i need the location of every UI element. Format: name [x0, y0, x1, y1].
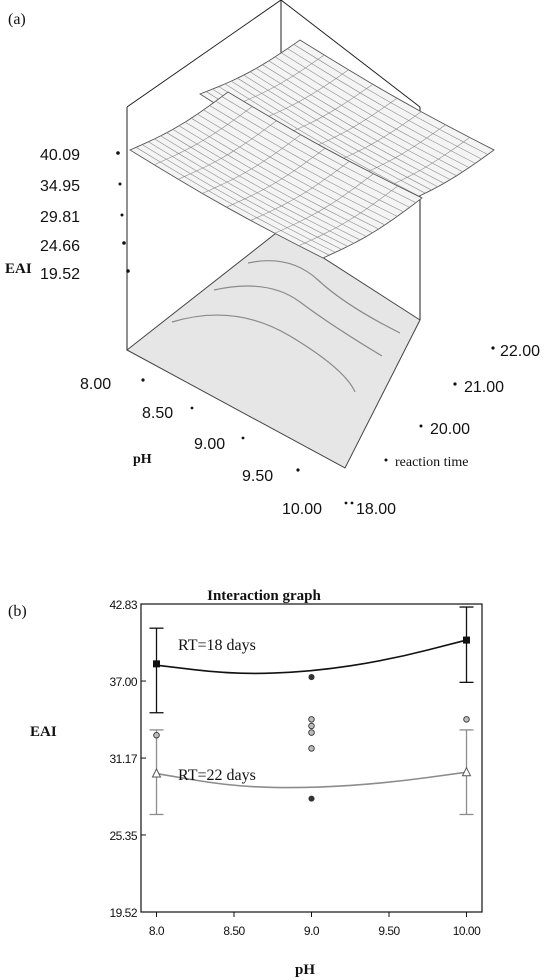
- lower-surface-gridline-v: [274, 173, 374, 234]
- x-tick-1: [190, 406, 194, 410]
- y-axis-reaction-time: 18.00 reaction time 20.00 21.00 22.00: [350, 343, 540, 518]
- y-tick-0: [350, 501, 354, 505]
- panel-b-label: (b): [8, 603, 27, 620]
- y-axis-title: EAI: [30, 724, 57, 740]
- y-tick-4: [491, 346, 495, 350]
- contour-line-1: [171, 314, 356, 393]
- marker-triangle-1-1: [461, 766, 472, 777]
- x-tick-label-3: 9.50: [242, 468, 273, 485]
- z-tick-label-2: 29.81: [40, 209, 80, 226]
- contour-floor: [126, 229, 421, 469]
- z-tick-1: [118, 182, 122, 186]
- x-axis-title: pH: [295, 962, 315, 978]
- design-point-2: [308, 716, 315, 723]
- contour-line-2: [213, 285, 383, 357]
- box-top-back-edges: [126, 0, 421, 108]
- y-tick-label-3: 22.00: [500, 343, 540, 360]
- x-tick-label-4: 10.00: [453, 924, 481, 938]
- design-point-5: [308, 745, 315, 752]
- y-tick-3: [453, 382, 457, 386]
- z-axis-title: EAI: [5, 261, 32, 277]
- y-tick-2: [419, 424, 423, 428]
- y-tick-label-0: 18.00: [356, 501, 396, 518]
- y-axis-title: reaction time: [395, 455, 468, 470]
- contour-line-3: [247, 260, 401, 334]
- lower-surface-gridline-v: [154, 106, 253, 165]
- design-points-layer: [153, 674, 470, 802]
- x-tick-label-2: 9.00: [194, 436, 225, 453]
- y-tick-label-1: 20.00: [430, 421, 470, 438]
- x-tick-label-1: 8.50: [223, 924, 245, 938]
- x-axis-ph: 8.00 8.50 9.00 9.50 10.00 pH: [80, 376, 348, 518]
- design-point-0: [153, 731, 160, 739]
- series-layer: [149, 606, 474, 816]
- z-tick-2: [120, 213, 124, 217]
- x-tick-label-0: 8.00: [80, 376, 111, 393]
- y-tick-label-2: 21.00: [464, 379, 504, 396]
- x-tick-0: [141, 378, 145, 382]
- design-point-4: [308, 729, 315, 736]
- design-point-7: [463, 716, 470, 723]
- series-line-1: [156, 771, 467, 789]
- z-tick-3: [122, 241, 126, 245]
- series-label-rt18: RT=18 days: [178, 637, 256, 654]
- x-tick-2: [241, 436, 245, 440]
- y-tick-1: [384, 458, 388, 462]
- y-tick-label-0: 42.83: [109, 598, 137, 612]
- z-tick-4: [126, 269, 130, 273]
- x-tick-3: [296, 468, 300, 472]
- design-point-1: [308, 674, 315, 681]
- z-tick-label-4: 19.52: [40, 266, 80, 283]
- x-tick-label-4: 10.00: [282, 501, 322, 518]
- z-axis: 40.09 34.95 29.81 24.66 19.52 EAI: [5, 147, 130, 283]
- x-tick-4: [344, 501, 348, 505]
- lower-surface-gridline-v: [226, 147, 326, 208]
- panel-b-interaction-graph: (b) Interaction graph EAI pH 42.83 37.00 3…: [8, 588, 483, 978]
- z-tick-label-3: 24.66: [40, 238, 80, 255]
- marker-square-0-0: [153, 660, 160, 668]
- lower-surface-mesh: [129, 91, 423, 259]
- x-axis-title: pH: [133, 452, 152, 467]
- lower-surface-gridline-v: [202, 134, 301, 194]
- z-tick-label-0: 40.09: [40, 147, 80, 164]
- y-tick-label-3: 25.35: [109, 829, 137, 843]
- x-tick-label-1: 8.50: [142, 405, 173, 422]
- design-point-6: [308, 795, 315, 802]
- series-line-0: [156, 639, 467, 675]
- lower-surface-gridline-v: [298, 185, 398, 246]
- x-axis-ticks: 8.0 8.50 9.0 9.50 10.00: [149, 912, 482, 938]
- marker-triangle-1-0: [151, 767, 162, 778]
- z-tick-0: [116, 151, 120, 155]
- y-axis-ticks: 42.83 37.00 31.17 25.35 19.52: [109, 598, 146, 920]
- floor-contour-lines: [171, 260, 401, 393]
- panel-a-label: (a): [8, 11, 26, 28]
- y-tick-label-4: 19.52: [109, 906, 137, 920]
- panel-a-surface-plot: (a) 40.09 34.95 29.81: [5, 0, 540, 518]
- y-tick-label-1: 37.00: [109, 675, 137, 689]
- series-label-rt22: RT=22 days: [178, 767, 256, 784]
- design-point-3: [308, 722, 315, 730]
- marker-square-0-1: [463, 636, 470, 644]
- lower-surface-gridline-v: [250, 160, 350, 221]
- lower-surface-gridline-v: [178, 120, 277, 180]
- chart-title: Interaction graph: [207, 588, 321, 604]
- x-tick-label-3: 9.50: [378, 924, 400, 938]
- z-tick-label-1: 34.95: [40, 178, 80, 195]
- x-tick-label-2: 9.0: [304, 924, 320, 938]
- y-tick-label-2: 31.17: [109, 752, 137, 766]
- x-tick-label-0: 8.0: [149, 924, 165, 938]
